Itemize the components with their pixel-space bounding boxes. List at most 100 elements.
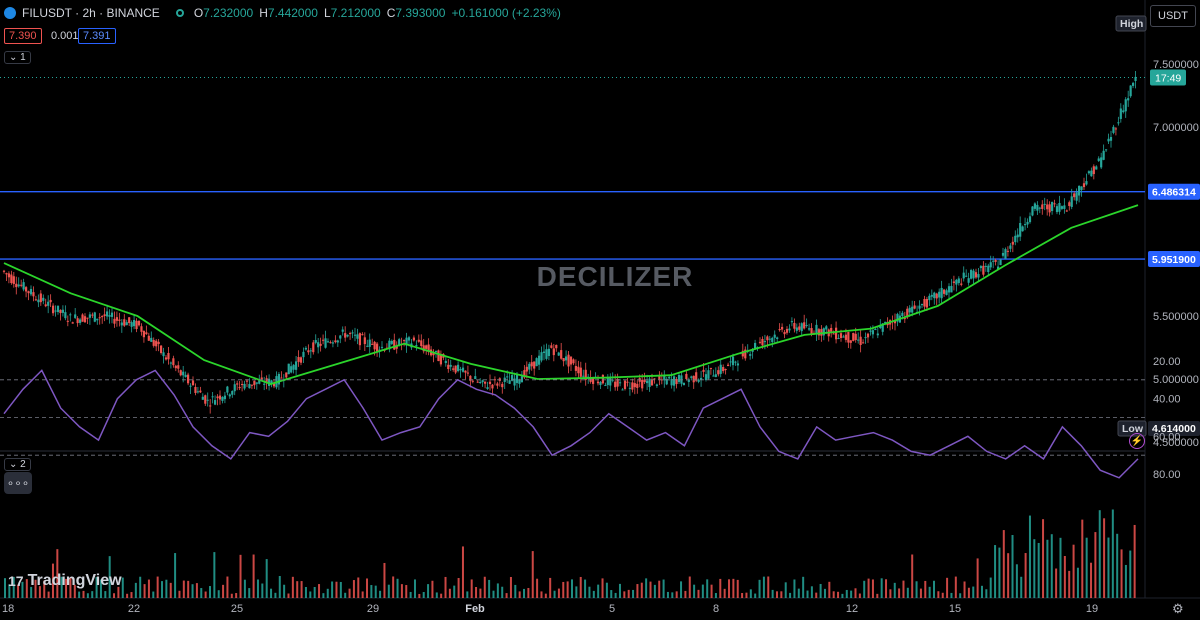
candle-body xyxy=(974,272,978,278)
candle-body xyxy=(1053,203,1056,205)
candle-body xyxy=(947,286,951,293)
buy-price-button[interactable]: 7.391 xyxy=(78,28,116,44)
candle-body xyxy=(81,314,84,322)
candle-body xyxy=(270,380,273,384)
candle-body xyxy=(1107,138,1110,142)
volume-bar xyxy=(12,576,15,598)
candle-body xyxy=(785,328,789,333)
volume-bar xyxy=(998,547,1001,598)
candle-body xyxy=(456,364,460,372)
candle-body xyxy=(709,367,713,369)
volume-bar xyxy=(549,577,552,598)
candle-body xyxy=(869,330,872,332)
volume-bar xyxy=(448,588,451,598)
volume-bar xyxy=(845,589,848,598)
sell-price-button[interactable]: 7.390 xyxy=(4,28,42,44)
candle-body xyxy=(1006,250,1010,252)
candle-body xyxy=(486,387,489,389)
candle-body xyxy=(415,345,418,347)
candle-body xyxy=(223,395,227,400)
candle-body xyxy=(989,262,992,268)
volume-bar xyxy=(610,590,613,598)
candle-body xyxy=(395,345,398,349)
volume-bar xyxy=(501,586,504,598)
volume-bar xyxy=(161,581,164,598)
volume-bar xyxy=(291,576,294,598)
candle-body xyxy=(152,340,155,346)
high-marker-label: High xyxy=(1120,18,1143,30)
watermark: DECILIZER xyxy=(536,261,694,292)
volume-bar xyxy=(627,589,630,598)
candle-body xyxy=(24,287,28,292)
candle-body xyxy=(461,367,465,372)
volume-bar xyxy=(950,592,953,598)
volume-bar xyxy=(43,580,46,598)
candle-body xyxy=(780,326,784,330)
candle-body xyxy=(884,321,887,323)
candle-body xyxy=(304,347,308,350)
more-options-button[interactable]: ∘∘∘ xyxy=(4,472,32,494)
volume-bar xyxy=(270,588,273,598)
volume-bar xyxy=(226,576,229,598)
volume-bar xyxy=(963,581,966,598)
candle-body xyxy=(731,356,735,366)
candle-body xyxy=(437,350,440,362)
candle-body xyxy=(464,370,467,373)
candle-body xyxy=(763,341,767,343)
candle-body xyxy=(56,305,60,312)
candle-body xyxy=(982,265,985,275)
settings-gear-icon[interactable]: ⚙ xyxy=(1172,601,1184,616)
candle-body xyxy=(10,274,13,284)
volume-bar xyxy=(980,585,983,598)
symbol-label[interactable]: FILUSDT · 2h · BINANCE xyxy=(22,6,160,20)
candle-body xyxy=(672,376,676,386)
candle-body xyxy=(393,339,396,350)
volume-bar xyxy=(178,590,181,598)
candle-body xyxy=(452,368,455,370)
lightning-icon[interactable]: ⚡ xyxy=(1129,433,1145,449)
candle-body xyxy=(636,383,639,388)
volume-bar xyxy=(413,579,416,598)
tradingview-logo[interactable]: 17 TradingView xyxy=(8,572,122,590)
candle-body xyxy=(876,333,879,336)
candle-body xyxy=(1019,223,1022,237)
candle-body xyxy=(582,375,585,377)
volume-bar xyxy=(156,576,159,598)
volume-bar xyxy=(344,592,347,598)
volume-bar xyxy=(1007,553,1010,598)
candle-body xyxy=(206,399,209,401)
volume-bar xyxy=(300,581,303,598)
candle-body xyxy=(719,364,722,374)
volume-bar xyxy=(540,591,543,598)
candle-body xyxy=(447,364,450,370)
volume-bar xyxy=(745,592,748,598)
candle-body xyxy=(768,338,771,340)
volume-bar xyxy=(1028,515,1031,598)
volume-bar xyxy=(614,592,617,598)
candle-body xyxy=(704,374,708,381)
candle-body xyxy=(977,274,980,278)
candle-body xyxy=(957,278,960,283)
volume-bar xyxy=(919,588,922,598)
volume-bar xyxy=(784,582,787,598)
candle-body xyxy=(655,384,659,386)
price-tick-label: 7.500000 xyxy=(1153,59,1199,71)
volume-bar xyxy=(4,578,6,598)
currency-selector[interactable]: USDT xyxy=(1150,5,1196,27)
candle-body xyxy=(847,332,850,343)
pane2-legend-toggle[interactable]: ⌄ 2 xyxy=(4,458,31,471)
candle-body xyxy=(712,375,715,377)
candle-body xyxy=(508,380,511,384)
volume-bar xyxy=(536,578,539,598)
candle-body xyxy=(670,379,673,386)
candle-body xyxy=(319,343,322,346)
candle-body xyxy=(346,334,349,337)
candle-body xyxy=(287,363,290,375)
volume-bar xyxy=(492,590,495,598)
candle-body xyxy=(741,350,744,357)
pane1-legend-toggle[interactable]: ⌄ 1 xyxy=(4,51,31,64)
candle-body xyxy=(633,383,636,388)
candle-body xyxy=(12,276,15,284)
price-change: +0.161000 (+2.23%) xyxy=(451,6,561,20)
